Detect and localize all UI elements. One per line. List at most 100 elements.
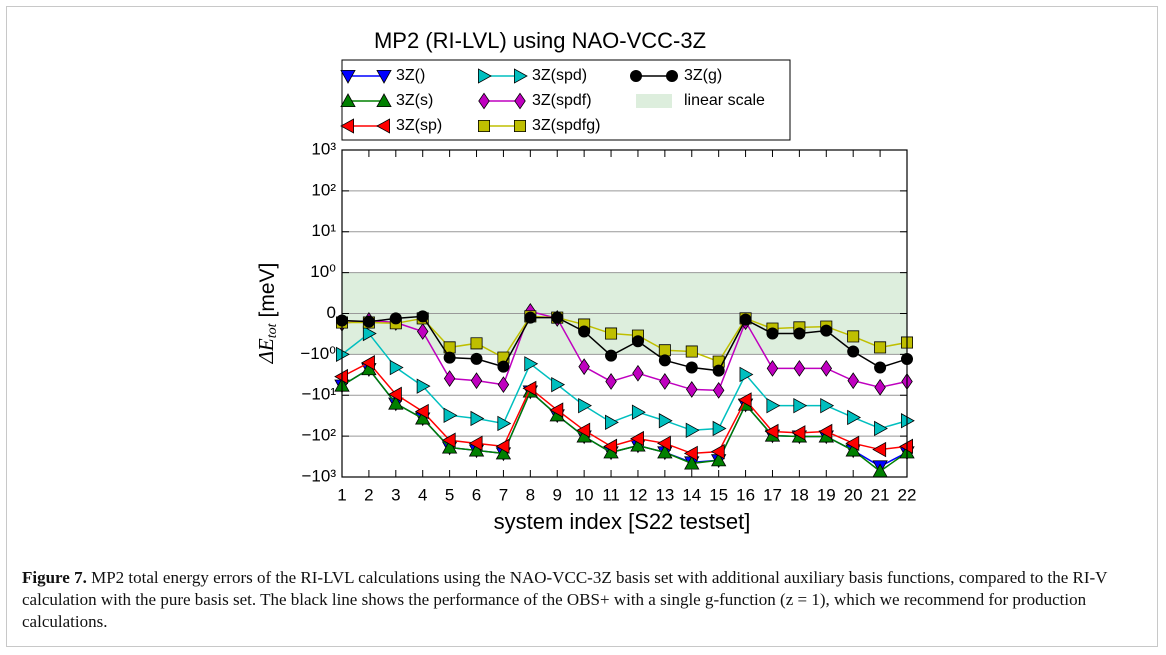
series-line bbox=[342, 315, 908, 363]
legend-marker bbox=[478, 68, 492, 84]
x-tick-label: 16 bbox=[736, 485, 755, 504]
data-point bbox=[712, 420, 727, 437]
x-tick-label: 15 bbox=[709, 485, 728, 504]
x-tick-label: 8 bbox=[526, 485, 535, 504]
data-point bbox=[441, 432, 456, 448]
series-line bbox=[341, 332, 908, 432]
data-point bbox=[659, 373, 671, 390]
data-point bbox=[793, 398, 808, 414]
data-point bbox=[791, 425, 806, 441]
data-point bbox=[820, 398, 835, 414]
legend-marker bbox=[514, 92, 526, 110]
y-tick-label: 10¹ bbox=[311, 221, 336, 240]
data-point bbox=[793, 327, 806, 340]
data-point bbox=[712, 381, 725, 399]
data-point bbox=[470, 352, 483, 365]
data-point bbox=[710, 443, 725, 460]
y-tick-label: 0 bbox=[327, 303, 336, 322]
data-point bbox=[388, 395, 404, 410]
data-point bbox=[605, 373, 617, 390]
series-line bbox=[341, 361, 908, 455]
series-line bbox=[341, 310, 908, 392]
legend-box bbox=[341, 59, 791, 141]
legend-label: 3Z(g) bbox=[684, 67, 722, 84]
data-point bbox=[657, 444, 673, 459]
data-point bbox=[605, 414, 619, 431]
legend-marker bbox=[340, 93, 356, 107]
legend-label: 3Z(spdfg) bbox=[532, 117, 600, 134]
data-point bbox=[416, 323, 429, 340]
caption-label: Figure 7. bbox=[22, 568, 87, 587]
data-point bbox=[470, 372, 483, 390]
x-tick-label: 6 bbox=[472, 485, 481, 504]
y-tick-label: 10³ bbox=[311, 139, 336, 158]
data-point bbox=[712, 364, 725, 377]
x-tick-label: 21 bbox=[871, 485, 890, 504]
data-point bbox=[578, 325, 591, 338]
data-point bbox=[362, 315, 375, 328]
data-point bbox=[416, 378, 431, 394]
figure-frame bbox=[6, 6, 1158, 647]
x-tick-label: 19 bbox=[817, 485, 836, 504]
y-tick-label: −10² bbox=[302, 426, 337, 445]
data-point bbox=[685, 345, 698, 358]
data-point bbox=[334, 368, 348, 385]
legend-label: 3Z(s) bbox=[396, 92, 433, 109]
data-point bbox=[389, 359, 404, 376]
legend-marker bbox=[665, 70, 679, 82]
x-tick-label: 7 bbox=[499, 485, 508, 504]
legend-marker bbox=[478, 92, 490, 110]
y-tick-label: −10¹ bbox=[302, 385, 337, 404]
data-point bbox=[605, 349, 618, 362]
data-point bbox=[872, 441, 887, 458]
data-point bbox=[497, 376, 510, 394]
data-point bbox=[443, 407, 458, 424]
data-point bbox=[387, 386, 402, 403]
caption: Figure 7. MP2 total energy errors of the… bbox=[22, 567, 1147, 633]
data-point bbox=[847, 345, 860, 358]
legend-marker bbox=[376, 70, 392, 84]
data-point bbox=[361, 355, 375, 371]
x-tick-label: 12 bbox=[628, 485, 647, 504]
data-point bbox=[874, 341, 887, 354]
y-tick-label: −10³ bbox=[302, 466, 337, 485]
data-point bbox=[578, 398, 592, 414]
x-tick-label: 14 bbox=[682, 485, 701, 504]
data-point bbox=[874, 378, 886, 396]
x-tick-label: 2 bbox=[364, 485, 373, 504]
data-point bbox=[468, 435, 483, 452]
data-point bbox=[766, 327, 779, 340]
data-point bbox=[872, 463, 888, 478]
y-axis-label: ΔEtot [meV] bbox=[254, 263, 280, 365]
data-point bbox=[818, 423, 833, 440]
data-point bbox=[766, 398, 781, 414]
legend-label: 3Z() bbox=[396, 67, 425, 84]
data-point bbox=[766, 359, 779, 377]
data-point bbox=[414, 403, 429, 420]
legend-label: 3Z(sp) bbox=[396, 117, 442, 134]
data-point bbox=[551, 376, 566, 393]
x-tick-label: 3 bbox=[391, 485, 400, 504]
data-point bbox=[710, 452, 727, 467]
data-point bbox=[441, 439, 458, 454]
legend-label: linear scale bbox=[684, 92, 765, 109]
data-point bbox=[739, 366, 754, 383]
legend: 3Z() 3Z(s) 3Z(sp) 3Z(spd) 3Z(spdf) 3Z(spdfg) 3… bbox=[340, 59, 791, 141]
data-point bbox=[549, 402, 564, 418]
data-point bbox=[522, 380, 537, 397]
data-point bbox=[495, 445, 512, 460]
legend-marker bbox=[376, 93, 392, 107]
data-point bbox=[524, 311, 537, 324]
data-point bbox=[443, 370, 456, 387]
legend-marker bbox=[629, 70, 643, 82]
legend-marker bbox=[478, 120, 490, 132]
x-tick-label: 13 bbox=[655, 485, 674, 504]
data-point bbox=[686, 381, 698, 398]
legend-marker bbox=[514, 120, 526, 132]
legend-label: 3Z(spd) bbox=[532, 67, 587, 84]
x-tick-label: 17 bbox=[763, 485, 782, 504]
x-tick-label: 22 bbox=[898, 485, 917, 504]
data-point bbox=[416, 310, 429, 323]
y-tick-label: 10² bbox=[311, 180, 336, 199]
